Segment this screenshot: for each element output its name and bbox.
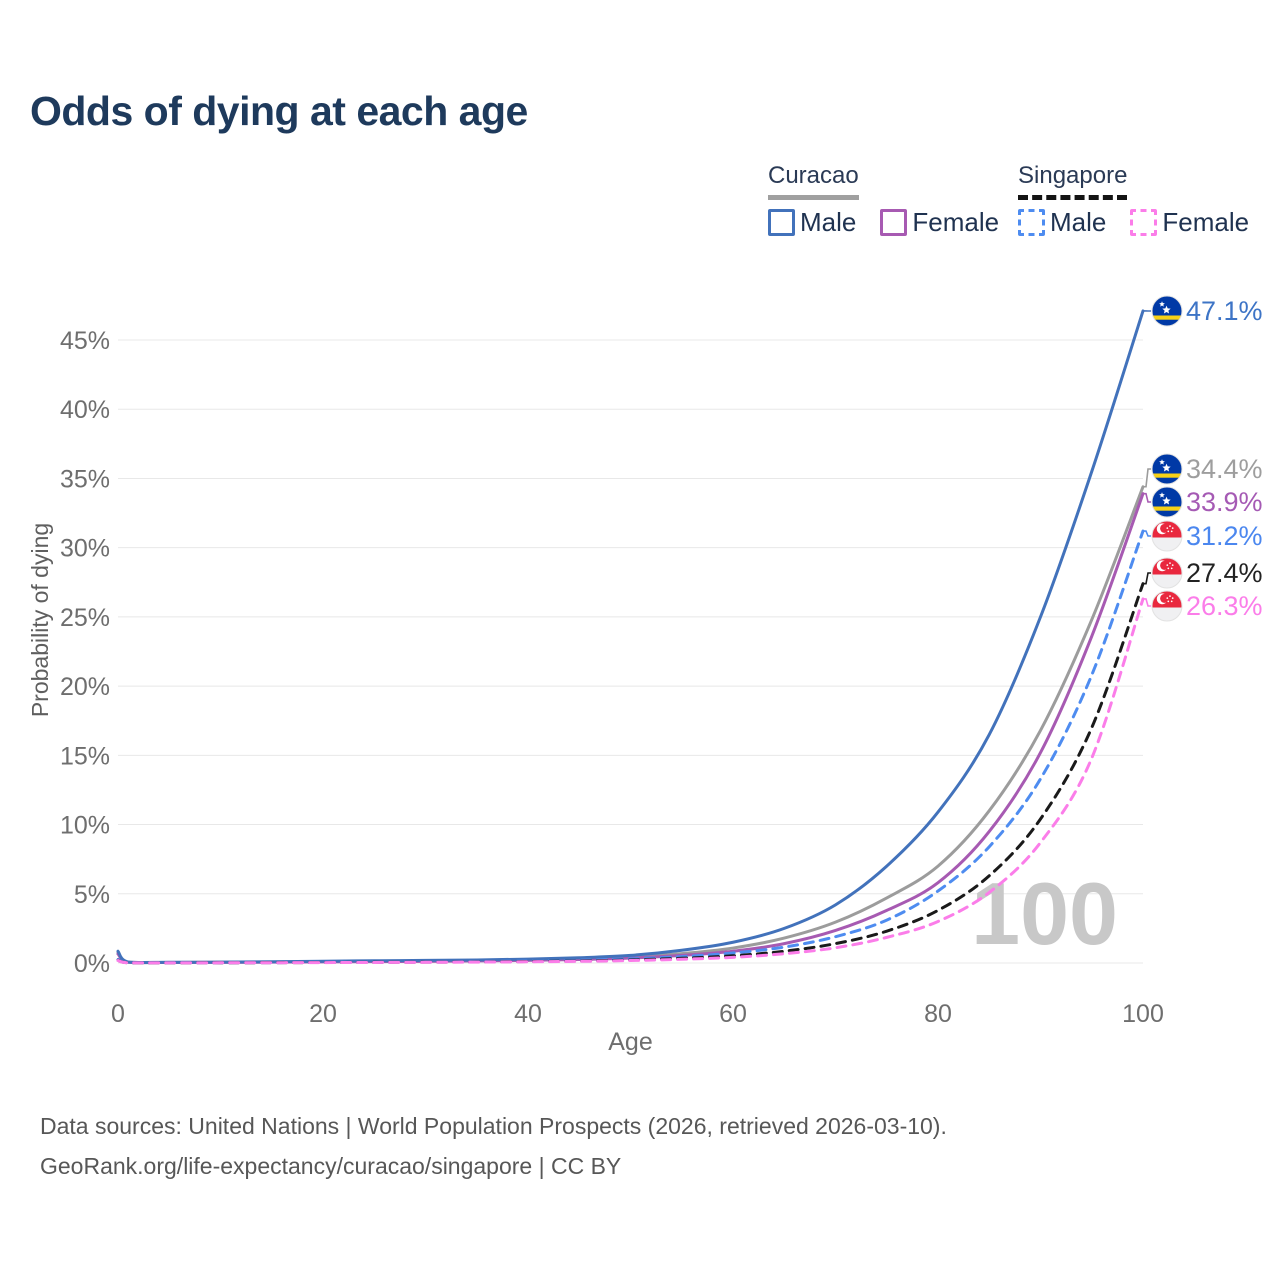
y-tick-label: 10% (60, 812, 110, 840)
end-label-singapore-female: 26.3% (1186, 591, 1263, 621)
y-axis-title: Probability of dying (27, 523, 53, 717)
watermark-age-label: 100 (971, 864, 1118, 963)
flag-ring (1151, 557, 1183, 589)
end-label-connector-singapore-male (1143, 530, 1151, 537)
end-label-curacao-total: 34.4% (1186, 454, 1263, 484)
y-tick-label: 5% (74, 881, 110, 909)
y-tick-label: 40% (60, 396, 110, 424)
legend-group-curacao: Curacao Male Female (768, 162, 999, 238)
flag-ring (1151, 590, 1183, 622)
flag-ring (1151, 520, 1183, 552)
legend-swatch-singapore-male (1018, 209, 1045, 236)
footer-url: GeoRank.org/life-expectancy/curacao/sing… (40, 1153, 622, 1179)
end-label-connector-singapore-female (1143, 598, 1151, 607)
end-label-connector-curacao-total (1143, 468, 1151, 488)
x-tick-label: 0 (111, 1000, 125, 1028)
x-tick-label: 80 (924, 1000, 952, 1028)
x-tick-label: 40 (514, 1000, 542, 1028)
flag-ring (1151, 486, 1183, 518)
legend-item-singapore-female[interactable]: Female (1130, 207, 1249, 238)
legend-swatch-singapore-female (1130, 209, 1158, 236)
end-label-singapore-male: 31.2% (1186, 521, 1263, 551)
flag-ring (1151, 453, 1183, 485)
end-label-connector-singapore-total (1143, 572, 1151, 585)
series-line-singapore-female[interactable] (116, 597, 1145, 965)
flag-ring (1151, 295, 1183, 327)
y-tick-label: 20% (60, 673, 110, 701)
x-tick-label: 100 (1122, 1000, 1164, 1028)
legend-items-singapore: Male Female (1018, 207, 1249, 238)
y-tick-label: 45% (60, 327, 110, 355)
y-tick-label: 35% (60, 465, 110, 493)
legend-label-curacao-female: Female (912, 207, 1000, 237)
legend-item-curacao-female[interactable]: Female (880, 207, 999, 238)
y-tick-label: 25% (60, 604, 110, 632)
flag-icon-singapore (1152, 558, 1182, 588)
y-tick-label: 0% (74, 950, 110, 978)
page-title: Odds of dying at each age (30, 88, 528, 134)
legend-items-curacao: Male Female (768, 207, 999, 238)
flag-icon-curacao (1152, 296, 1182, 326)
legend-label-singapore-female: Female (1162, 207, 1250, 237)
legend-item-curacao-male[interactable]: Male (768, 207, 856, 238)
footer: Data sources: United Nations | World Pop… (40, 1106, 947, 1186)
flag-icon-singapore (1152, 591, 1182, 621)
flag-icon-curacao (1152, 454, 1182, 484)
x-tick-label: 60 (719, 1000, 747, 1028)
end-label-curacao-male: 47.1% (1186, 296, 1263, 326)
legend-label-singapore-male: Male (1050, 207, 1107, 237)
flag-icon-singapore (1152, 521, 1182, 551)
legend-group-singapore: Singapore Male Female (1018, 162, 1249, 238)
flag-icon-curacao (1152, 487, 1182, 517)
footer-sources: Data sources: United Nations | World Pop… (40, 1113, 947, 1139)
x-axis-title: Age (608, 1028, 652, 1056)
x-tick-label: 20 (309, 1000, 337, 1028)
end-label-curacao-female: 33.9% (1186, 487, 1263, 517)
legend-country-singapore: Singapore (1018, 162, 1128, 200)
legend-country-curacao: Curacao (768, 162, 859, 200)
legend-item-singapore-male[interactable]: Male (1018, 207, 1106, 238)
y-tick-label: 30% (60, 535, 110, 563)
end-label-singapore-total: 27.4% (1186, 558, 1263, 588)
legend-swatch-curacao-female (880, 209, 908, 236)
legend-swatch-curacao-male (768, 209, 795, 236)
end-label-connector-curacao-female (1143, 492, 1151, 503)
legend-label-curacao-male: Male (800, 207, 857, 237)
y-tick-label: 15% (60, 742, 110, 770)
